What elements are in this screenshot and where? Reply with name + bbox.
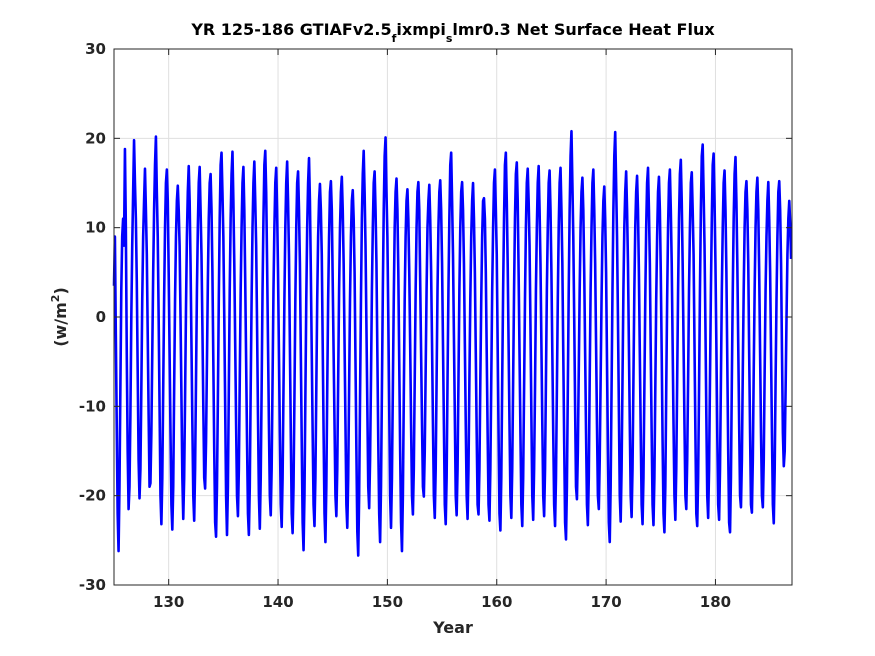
- y-tick-label-0: -30: [79, 576, 106, 594]
- y-tick-labels: -30 -20 -10 0 10 20 30: [79, 40, 106, 594]
- series-line-net-surface-heat-flux: [112, 129, 793, 557]
- y-tick-label-4: 10: [85, 219, 106, 237]
- chart-title: YR 125-186 GTIAFv2.5fixmpislmr0.3 Net Su…: [190, 20, 715, 45]
- x-tick-label-0: 130: [153, 593, 184, 611]
- x-tick-label-1: 140: [262, 593, 293, 611]
- series-layer: [112, 129, 793, 557]
- grid-lines: [114, 49, 792, 585]
- y-axis-label: (w/m2): [49, 287, 70, 347]
- x-tick-label-5: 180: [700, 593, 731, 611]
- y-tick-label-2: -10: [79, 397, 106, 415]
- x-axis-label: Year: [432, 618, 473, 637]
- x-tick-label-3: 160: [481, 593, 512, 611]
- y-tick-label-6: 30: [85, 40, 106, 58]
- x-tick-label-2: 150: [372, 593, 403, 611]
- x-tick-labels: 130 140 150 160 170 180: [153, 593, 731, 611]
- y-tick-label-1: -20: [79, 487, 106, 505]
- y-tick-label-3: 0: [96, 308, 106, 326]
- y-tick-label-5: 20: [85, 129, 106, 147]
- axis-ticks: [114, 48, 792, 586]
- x-tick-label-4: 170: [590, 593, 621, 611]
